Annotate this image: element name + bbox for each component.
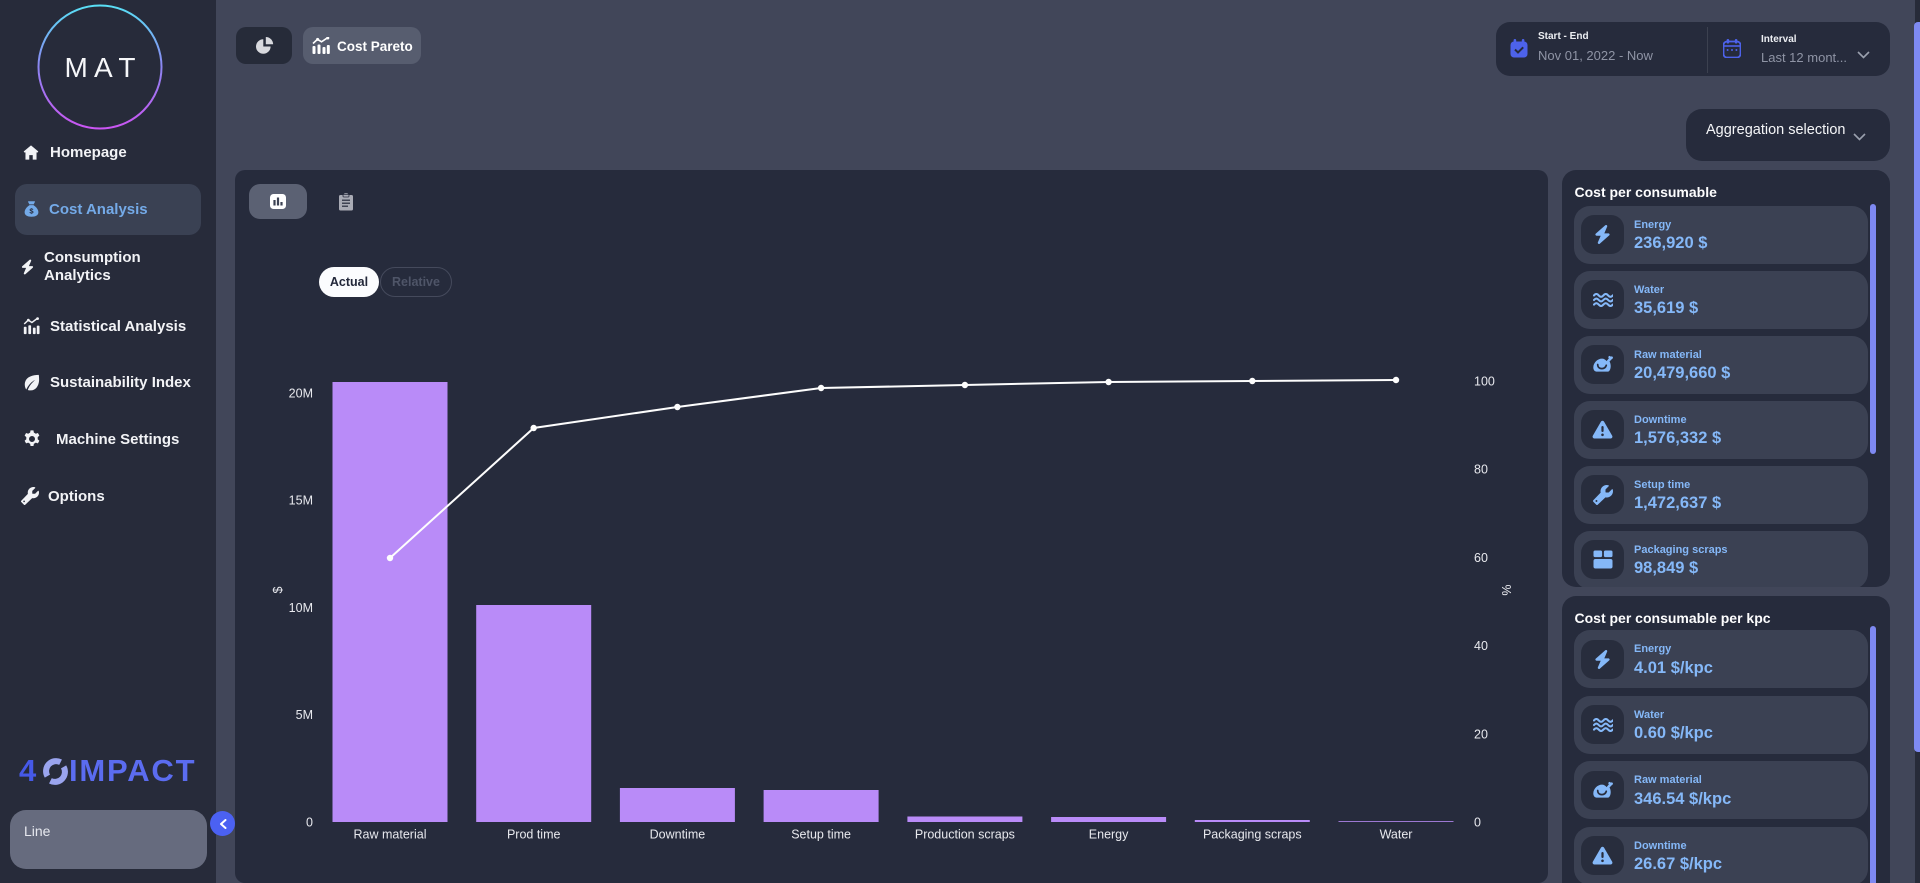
svg-text:%: % — [1500, 584, 1514, 595]
svg-text:20: 20 — [1474, 727, 1488, 741]
svg-text:Setup time: Setup time — [791, 828, 851, 842]
svg-text:Packaging scraps: Packaging scraps — [1203, 828, 1302, 842]
svg-text:100: 100 — [1474, 375, 1495, 389]
svg-text:Downtime: Downtime — [650, 828, 706, 842]
svg-text:5M: 5M — [296, 708, 313, 722]
svg-text:10M: 10M — [289, 601, 313, 615]
svg-text:Water: Water — [1380, 828, 1413, 842]
svg-text:$: $ — [271, 586, 285, 593]
svg-text:IMPACT: IMPACT — [69, 754, 196, 786]
svg-text:0: 0 — [1474, 816, 1481, 830]
svg-text:Energy: Energy — [1089, 828, 1129, 842]
svg-text:4: 4 — [19, 754, 37, 786]
svg-text:$: $ — [29, 207, 34, 216]
svg-text:60: 60 — [1474, 551, 1488, 565]
svg-text:M A T: M A T — [64, 52, 135, 83]
svg-text:0: 0 — [306, 816, 313, 830]
svg-text:40: 40 — [1474, 639, 1488, 653]
svg-text:80: 80 — [1474, 463, 1488, 477]
svg-text:20M: 20M — [289, 386, 313, 400]
svg-text:Production scraps: Production scraps — [915, 828, 1015, 842]
svg-text:15M: 15M — [289, 494, 313, 508]
svg-text:Raw material: Raw material — [354, 828, 427, 842]
svg-text:Prod time: Prod time — [507, 828, 561, 842]
